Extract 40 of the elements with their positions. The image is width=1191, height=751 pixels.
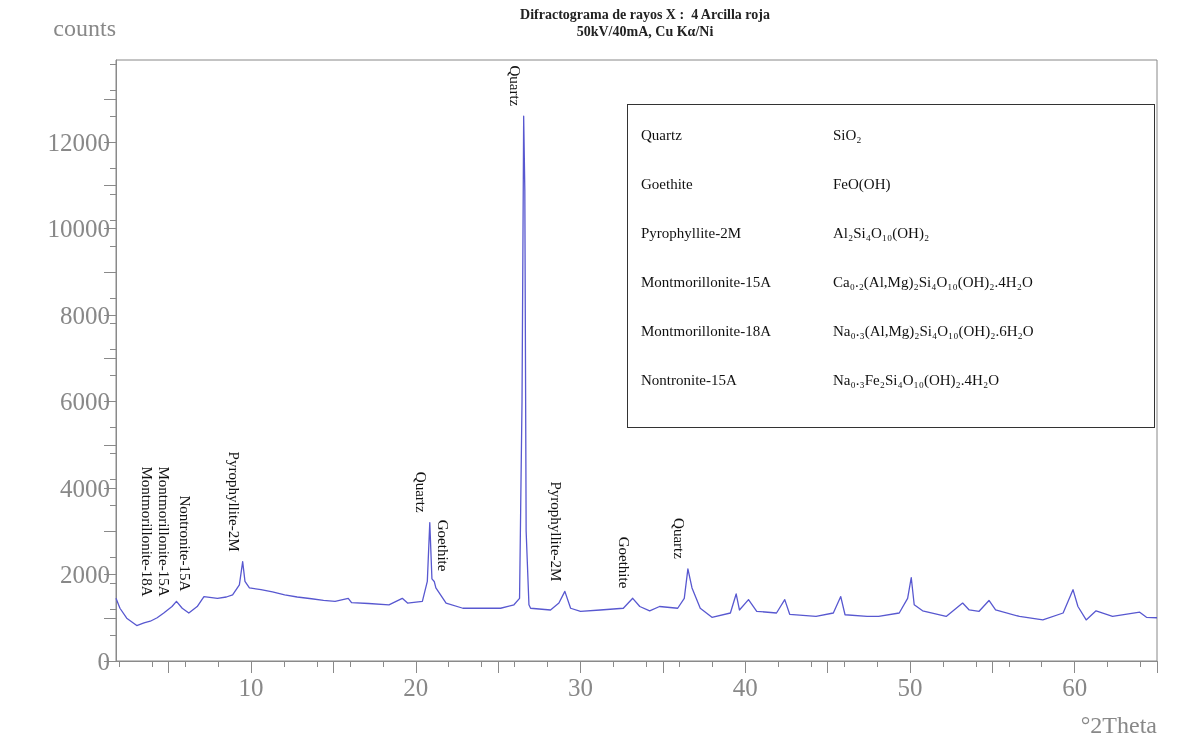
annotation: Pyrophyllite-2M <box>226 451 243 552</box>
line-series <box>115 115 1158 627</box>
y-tick-label: 6000 <box>60 388 110 416</box>
annotation: Montmorillonite-18A <box>138 466 155 597</box>
annotation: Montmorillonite-15A <box>640 274 772 291</box>
x-tick-label: 60 <box>1062 674 1088 701</box>
annotation: Nontronite-15A <box>176 495 193 592</box>
y-tick-label: 4000 <box>60 474 110 502</box>
annotation: Montmorillonite-18A <box>640 323 772 340</box>
annotation: Pyrophyllite-2M <box>640 225 742 242</box>
chart-subtitle: 50kV/40mA, Cu Kα/Ni <box>576 23 714 39</box>
annotation: Montmorillonite-15A <box>155 466 172 597</box>
x-axis-title: °2Theta <box>1080 712 1158 738</box>
y-tick-label: 8000 <box>60 301 110 329</box>
y-tick-label: 0 <box>97 647 110 675</box>
annotation: Quartz <box>671 518 688 560</box>
x-tick-label: 10 <box>238 674 264 701</box>
x-tick-label: 50 <box>897 674 923 701</box>
annotation: Goethite <box>434 519 451 572</box>
annotation: Na₀.₃Fe₂Si₄O₁₀(OH)₂.4H₂O <box>833 372 999 389</box>
annotation: Pyrophyllite-2M <box>548 481 565 582</box>
annotation: Quartz <box>640 127 683 144</box>
annotation: Ca₀.₂(Al,Mg)₂Si₄O₁₀(OH)₂.4H₂O <box>833 274 1033 291</box>
x-tick-label: 40 <box>732 674 758 701</box>
y-axis-title: counts <box>53 15 116 41</box>
y-tick-label: 2000 <box>60 561 110 589</box>
y-tick-label: 12000 <box>47 128 110 156</box>
annotation: Goethite <box>640 176 694 193</box>
x-tick-label: 20 <box>403 674 429 701</box>
y-tick-label: 10000 <box>47 215 110 243</box>
annotation: Quartz <box>413 471 430 513</box>
annotation: Quartz <box>507 65 524 107</box>
x-tick-label: 30 <box>568 674 593 701</box>
annotation: FeO(OH) <box>833 176 891 193</box>
annotation: Na₀.₃(Al,Mg)₂Si₄O₁₀(OH)₂.6H₂O <box>833 323 1034 340</box>
annotation: SiO₂ <box>833 127 862 144</box>
chart-title: Difractograma de rayos X : 4 Arcilla roja <box>520 6 770 22</box>
annotation: Al₂Si₄O₁₀(OH)₂ <box>833 225 930 242</box>
annotation: Goethite <box>616 536 633 589</box>
annotation: Nontronite-15A <box>640 372 738 389</box>
